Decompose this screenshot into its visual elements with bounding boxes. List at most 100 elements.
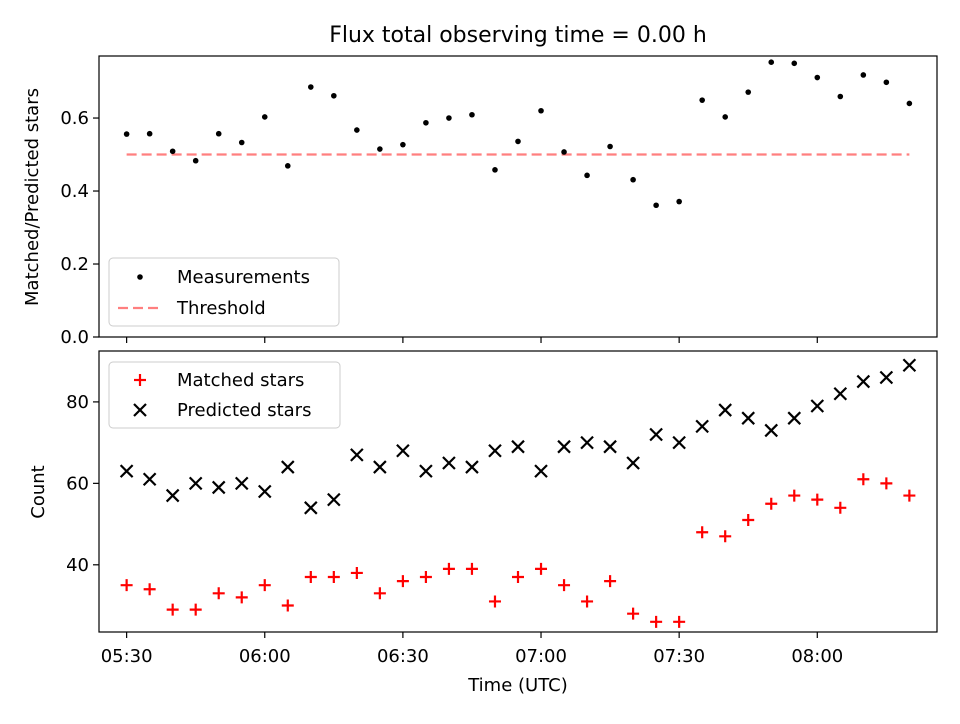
predicted-stars-point [257,484,272,499]
x-tick-label: 07:00 [515,646,567,667]
predicted-stars-point [856,374,871,389]
measurements-point [745,89,752,95]
measurements-point [169,148,176,155]
matched-stars-point [350,566,363,579]
x-tick-label: 06:00 [239,646,291,667]
measurements-point [515,138,521,145]
predicted-stars-point [603,439,617,454]
matched-stars-point [742,514,755,527]
matched-stars-point [327,571,340,584]
legend-threshold-label: Threshold [176,298,266,319]
measurements-point [653,202,659,209]
measurements-point [883,79,890,86]
matched-stars-point [834,501,847,514]
predicted-stars-point [580,435,594,450]
matched-stars-point [650,615,663,628]
top-ylabel: Matched/Predicted stars [22,88,43,306]
measurements-point [354,127,360,133]
predicted-stars-point [304,501,318,515]
predicted-stars-point [649,427,663,442]
legend-measurements-marker [137,274,143,280]
predicted-stars-point [534,464,548,478]
predicted-stars-points [119,358,917,515]
matched-stars-point [535,562,548,575]
matched-stars-point [627,607,640,620]
measurements-point [192,157,199,164]
predicted-stars-point [165,488,180,503]
matched-stars-point [281,599,294,612]
predicted-stars-point [787,411,802,425]
measurements-point [261,114,268,120]
measurements-point [837,93,844,100]
bottom-axes-frame [98,350,938,633]
measurements-point [791,60,798,67]
matched-stars-point [465,562,478,575]
predicted-stars-point [695,419,709,434]
measurements-point [215,130,222,137]
predicted-stars-point [718,403,732,417]
legend-matched-marker [134,374,146,386]
legend-matched-label: Matched stars [177,370,304,391]
x-axis-label: Time (UTC) [467,675,568,696]
predicted-stars-point [396,443,410,458]
predicted-stars-point [281,460,295,474]
top-legend: Measurements Threshold [108,257,340,327]
legend-measurements-label: Measurements [177,267,310,288]
measurements-point [768,59,775,66]
bottom-ylabel: Count [28,465,49,518]
measurements-point [561,149,567,155]
predicted-stars-point [810,399,825,413]
top-legend-box [108,257,340,327]
predicted-stars-point [350,448,364,462]
bottom-legend: Matched stars Predicted stars [108,361,341,429]
measurements-point [377,146,383,152]
predicted-stars-point [879,370,894,385]
matched-stars-point [673,615,686,628]
matched-stars-point [811,493,824,506]
predicted-stars-point [902,358,917,373]
top-axes-frame [98,55,938,338]
measurements-point [607,143,613,150]
measurements-point [423,119,429,126]
measurements-point [722,114,728,120]
bottom-y-tick-label: 40 [66,555,89,576]
ratio-panel: Matched/Predicted stars 0.0 0.2 0.4 0.6 Mea… [22,55,938,348]
top-y-tick-label: 0.6 [60,108,89,129]
measurements-point [538,107,544,114]
predicted-stars-point [465,460,479,474]
predicted-stars-point [142,472,157,487]
matched-stars-point [581,595,594,608]
measurements-point [699,97,705,103]
measurements-point [584,172,590,179]
measurements-point [308,84,314,90]
top-y-axis: 0.0 0.2 0.4 0.6 [60,108,99,348]
x-tick-label: 05:30 [101,646,153,667]
predicted-stars-point [119,464,134,478]
bottom-y-tick-label: 60 [66,473,89,494]
matched-stars-point [604,575,617,588]
predicted-stars-point [419,464,433,478]
predicted-stars-point [557,439,571,454]
matched-stars-point [442,562,455,575]
predicted-stars-point [511,439,525,454]
measurements-point [331,92,337,99]
predicted-stars-point [626,456,640,470]
matched-stars-point [258,579,271,592]
matched-stars-point [903,489,916,502]
measurement-points [123,59,913,209]
measurements-point [676,198,682,205]
matched-stars-point [512,571,524,584]
matched-stars-point [120,579,133,592]
measurements-point [146,130,153,137]
predicted-stars-point [764,423,779,438]
bottom-y-tick-label: 80 [66,392,89,413]
measurements-point [906,100,913,107]
matched-stars-point [880,477,893,490]
matched-stars-point [235,591,248,604]
bottom-x-axis: 05:30 06:00 06:30 07:00 07:30 08:00 [101,632,843,667]
predicted-stars-point [234,476,249,491]
measurements-point [400,141,406,148]
matched-stars-point [488,595,501,608]
matched-stars-point [212,587,225,600]
measurements-point [630,176,636,183]
